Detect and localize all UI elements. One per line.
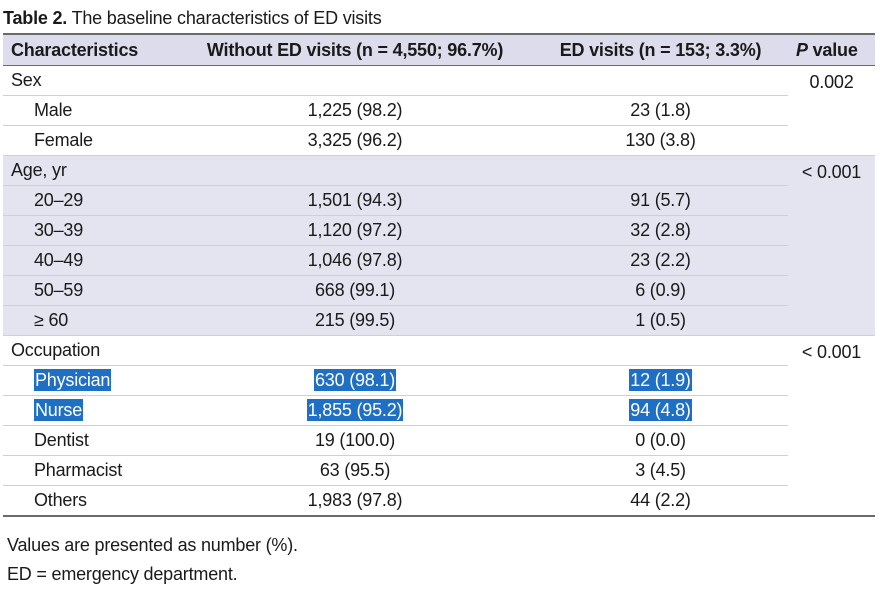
cell-without-ed[interactable]: 630 (98.1) [313, 369, 397, 391]
group-occupation: Occupation < 0.001 Physician 630 (98.1) … [3, 336, 875, 516]
group-header-row: Occupation < 0.001 [3, 336, 875, 366]
cell-without-ed: 215 (99.5) [177, 305, 533, 336]
table-row: 30–39 1,120 (97.2) 32 (2.8) [3, 215, 875, 246]
group-header-row: Age, yr < 0.001 [3, 155, 875, 336]
cell-ed-visits: 130 (3.8) [625, 130, 696, 150]
cell-without-ed: 63 (95.5) [319, 460, 391, 480]
row-label: Pharmacist [34, 460, 123, 480]
header-p-value: P value [788, 34, 875, 66]
row-label: Male [34, 100, 73, 120]
header-characteristics: Characteristics [11, 39, 139, 60]
table-row: Pharmacist 63 (95.5) 3 (4.5) [3, 456, 875, 486]
cell-ed-visits: 32 (2.8) [533, 215, 788, 246]
table-row: Dentist 19 (100.0) 0 (0.0) [3, 426, 875, 456]
row-label: 40–49 [3, 245, 177, 276]
cell-without-ed: 1,983 (97.8) [307, 490, 403, 510]
table-row: 50–59 668 (99.1) 6 (0.9) [3, 275, 875, 306]
footnote: ED = emergency department. [7, 564, 238, 584]
cell-ed-visits: 91 (5.7) [533, 185, 788, 216]
cell-ed-visits[interactable]: 94 (4.8) [629, 399, 692, 421]
cell-ed-visits: 6 (0.9) [533, 275, 788, 306]
group-label: Sex [11, 70, 42, 90]
footnote: Values are presented as number (%). [7, 535, 298, 555]
table-row-selected[interactable]: Nurse 1,855 (95.2) 94 (4.8) [3, 396, 875, 426]
cell-ed-visits: 0 (0.0) [635, 430, 686, 450]
cell-without-ed: 1,046 (97.8) [177, 245, 533, 276]
header-ed-visits: ED visits (n = 153; 3.3%) [559, 39, 762, 60]
group-p-value: < 0.001 [788, 155, 875, 336]
cell-ed-visits[interactable]: 12 (1.9) [629, 369, 692, 391]
cell-ed-visits: 44 (2.2) [630, 490, 691, 510]
table-caption-label: Table 2. [3, 8, 68, 28]
cell-without-ed: 3,325 (96.2) [307, 130, 403, 150]
row-label: 50–59 [3, 275, 177, 306]
row-label: Dentist [34, 430, 89, 450]
table-row-selected[interactable]: Physician 630 (98.1) 12 (1.9) [3, 366, 875, 396]
table-row: Female 3,325 (96.2) 130 (3.8) [3, 126, 875, 156]
row-label[interactable]: Nurse [34, 399, 84, 421]
group-p-value: 0.002 [809, 72, 854, 92]
row-label: Others [34, 490, 87, 510]
row-label[interactable]: Physician [34, 369, 112, 391]
group-sex: Sex 0.002 Male 1,225 (98.2) 23 (1.8) Fem… [3, 66, 875, 156]
table-caption: Table 2. The baseline characteristics of… [3, 8, 382, 29]
cell-ed-visits: 1 (0.5) [533, 305, 788, 336]
p-value-letter: P [796, 39, 808, 60]
cell-ed-visits: 3 (4.5) [635, 460, 686, 480]
cell-without-ed: 1,120 (97.2) [177, 215, 533, 246]
row-label: Female [34, 130, 93, 150]
cell-without-ed: 668 (99.1) [177, 275, 533, 306]
baseline-characteristics-table: Characteristics Without ED visits (n = 4… [3, 33, 875, 517]
row-label: ≥ 60 [3, 305, 177, 336]
cell-ed-visits: 23 (1.8) [630, 100, 691, 120]
cell-without-ed[interactable]: 1,855 (95.2) [306, 399, 404, 421]
row-label: 20–29 [3, 185, 177, 216]
table-row: Male 1,225 (98.2) 23 (1.8) [3, 96, 875, 126]
group-age: Age, yr < 0.001 20–29 1,501 (94.3) 91 (5… [3, 155, 875, 336]
cell-ed-visits: 23 (2.2) [533, 245, 788, 276]
table-header-row: Characteristics Without ED visits (n = 4… [3, 34, 875, 66]
cell-without-ed: 1,225 (98.2) [307, 100, 403, 120]
table-caption-text: The baseline characteristics of ED visit… [67, 8, 382, 28]
cell-without-ed: 1,501 (94.3) [177, 185, 533, 216]
group-label: Occupation [11, 340, 101, 360]
group-header-row: Sex 0.002 [3, 66, 875, 96]
table-row: ≥ 60 215 (99.5) 1 (0.5) [3, 305, 875, 336]
table-footnotes: Values are presented as number (%). ED =… [7, 531, 298, 589]
table-row: 40–49 1,046 (97.8) 23 (2.2) [3, 245, 875, 276]
table-row: Others 1,983 (97.8) 44 (2.2) [3, 486, 875, 516]
cell-without-ed: 19 (100.0) [314, 430, 396, 450]
group-p-value: < 0.001 [801, 342, 862, 362]
group-label: Age, yr [3, 155, 177, 186]
header-without-ed-visits: Without ED visits (n = 4,550; 96.7%) [206, 39, 504, 60]
row-label: 30–39 [3, 215, 177, 246]
p-value-word: value [807, 39, 858, 60]
table-row: 20–29 1,501 (94.3) 91 (5.7) [3, 185, 875, 216]
